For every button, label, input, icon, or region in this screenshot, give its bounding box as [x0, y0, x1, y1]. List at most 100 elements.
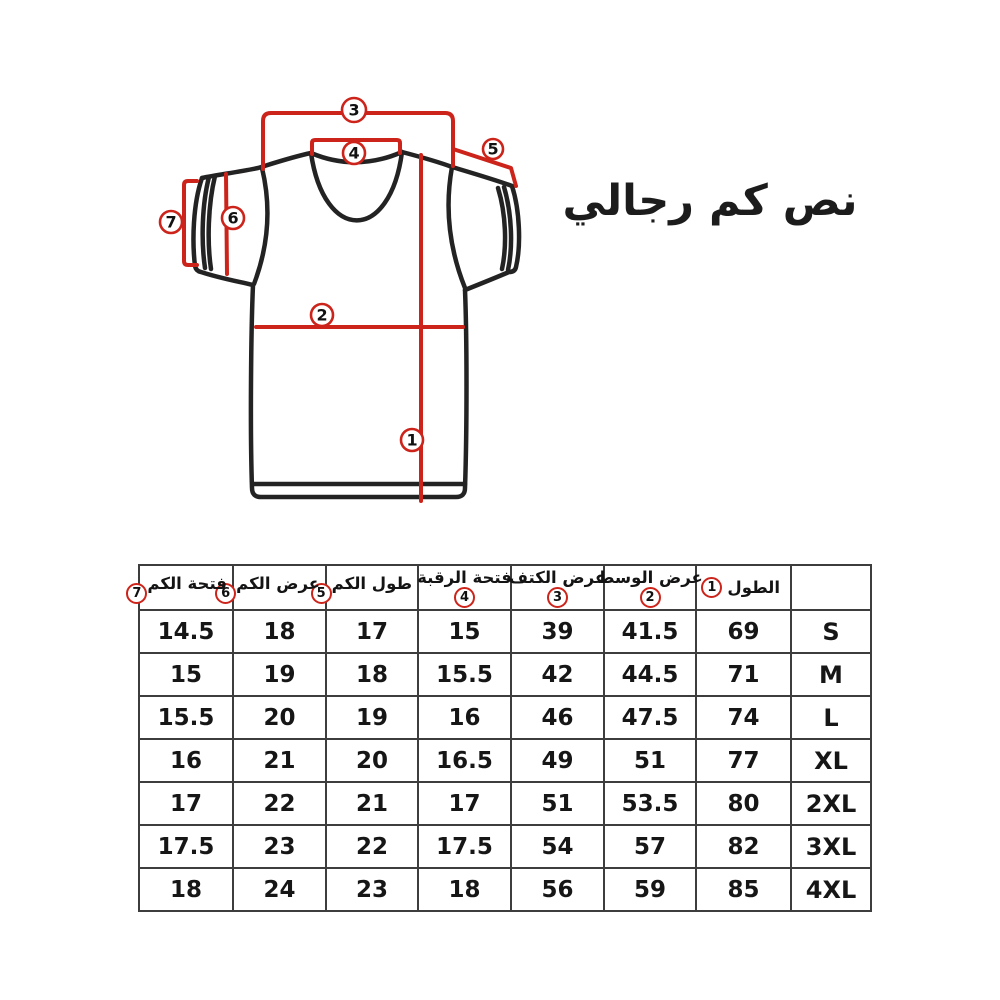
- value-cell: 20: [232, 695, 327, 740]
- value-cell: 17: [417, 781, 512, 826]
- table-row: M 71 44.5 42 15.5 18 19 15: [138, 652, 872, 697]
- value-cell: 15.5: [417, 652, 512, 697]
- table-row: L 74 47.5 46 16 19 20 15.5: [138, 695, 872, 740]
- value-cell: 16: [138, 738, 234, 783]
- tshirt-measurement-diagram: 1 2 3 4 5 6 7: [158, 96, 522, 503]
- value-cell: 18: [138, 867, 234, 912]
- value-cell: 77: [695, 738, 792, 783]
- column-header-3: عرض الكتف 3: [508, 564, 607, 611]
- column-label: فتحة الرقبة: [417, 567, 512, 587]
- value-cell: 24: [232, 867, 327, 912]
- table-row: 4XL 85 59 56 18 23 24 18: [138, 867, 872, 912]
- page-title: نص كم رجالي: [562, 176, 858, 226]
- value-cell: 17.5: [417, 824, 512, 869]
- value-cell: 15: [417, 609, 512, 654]
- value-cell: 22: [325, 824, 419, 869]
- column-measure-badge: 6: [215, 583, 237, 604]
- value-cell: 19: [232, 652, 327, 697]
- measure-badges: 1 2 3 4 5 6 7: [158, 96, 505, 453]
- value-cell: 51: [603, 738, 697, 783]
- column-label: فتحة الكم: [147, 573, 227, 593]
- table-row: S 69 41.5 39 15 17 18 14.5: [138, 609, 872, 654]
- value-cell: 47.5: [603, 695, 697, 740]
- value-cell: 21: [232, 738, 327, 783]
- value-cell: 20: [325, 738, 419, 783]
- column-measure-badge: 1: [701, 577, 723, 598]
- value-cell: 80: [695, 781, 792, 826]
- size-table-body: S 69 41.5 39 15 17 18 14.5 M 71 44.5 42 15.5 18 19 15 L 7…: [138, 609, 872, 912]
- value-cell: 85: [695, 867, 792, 912]
- column-measure-badge: 5: [310, 583, 332, 604]
- measure-line-sleeve-length: [451, 147, 518, 188]
- value-cell: 23: [325, 867, 419, 912]
- size-cell: S: [790, 609, 872, 654]
- value-cell: 39: [510, 609, 605, 654]
- column-measure-badge: 7: [126, 583, 148, 604]
- measure-badge-6: 6: [220, 205, 246, 231]
- value-cell: 54: [510, 824, 605, 869]
- svg-text:4: 4: [348, 144, 359, 163]
- value-cell: 18: [232, 609, 327, 654]
- table-row: XL 77 51 49 16.5 20 21 16: [138, 738, 872, 783]
- value-cell: 15.5: [138, 695, 234, 740]
- value-cell: 69: [695, 609, 792, 654]
- value-cell: 56: [510, 867, 605, 912]
- measure-line-neck-opening: [310, 138, 402, 156]
- column-header-2: عرض الوسط 2: [597, 564, 703, 611]
- tshirt-outline: [191, 149, 522, 500]
- size-cell: L: [790, 695, 872, 740]
- value-cell: 21: [325, 781, 419, 826]
- value-cell: 17: [325, 609, 419, 654]
- column-label: عرض الكم: [236, 573, 320, 593]
- value-cell: 18: [417, 867, 512, 912]
- value-cell: 57: [603, 824, 697, 869]
- column-measure-badge: 4: [454, 587, 475, 609]
- column-header-6: عرض الكم 6: [215, 564, 327, 611]
- size-cell: 2XL: [790, 781, 872, 826]
- value-cell: 41.5: [603, 609, 697, 654]
- svg-text:6: 6: [227, 209, 238, 228]
- value-cell: 53.5: [603, 781, 697, 826]
- value-cell: 59: [603, 867, 697, 912]
- column-header-size: [790, 564, 872, 611]
- value-cell: 74: [695, 695, 792, 740]
- value-cell: 17: [138, 781, 234, 826]
- measure-badge-5: 5: [481, 137, 505, 161]
- value-cell: 18: [325, 652, 419, 697]
- size-cell: M: [790, 652, 872, 697]
- table-row: 3XL 82 57 54 17.5 22 23 17.5: [138, 824, 872, 869]
- column-measure-badge: 2: [639, 587, 661, 609]
- value-cell: 82: [695, 824, 792, 869]
- column-label: عرض الوسط: [597, 567, 703, 587]
- value-cell: 19: [325, 695, 419, 740]
- column-label: طول الكم: [331, 573, 412, 593]
- value-cell: 42: [510, 652, 605, 697]
- value-cell: 71: [695, 652, 792, 697]
- size-cell: XL: [790, 738, 872, 783]
- value-cell: 16: [417, 695, 512, 740]
- column-header-5: طول الكم 5: [310, 564, 419, 611]
- size-cell: 3XL: [790, 824, 872, 869]
- svg-text:2: 2: [316, 306, 327, 325]
- measure-line-sleeve-opening: [182, 179, 199, 267]
- value-cell: 16.5: [417, 738, 512, 783]
- measure-badge-3: 3: [340, 96, 368, 124]
- measure-badge-1: 1: [399, 427, 425, 453]
- value-cell: 15: [138, 652, 234, 697]
- svg-text:5: 5: [487, 140, 498, 159]
- size-table: الطول 1 عرض الوسط 2 عرض الكتف 3 فتحة الرقبة 4 طو…: [126, 564, 872, 912]
- column-measure-badge: 3: [547, 587, 568, 609]
- value-cell: 51: [510, 781, 605, 826]
- column-header-7: فتحة الكم 7: [126, 564, 234, 611]
- column-header-4: فتحة الرقبة 4: [417, 564, 512, 611]
- measure-badge-4: 4: [341, 140, 367, 166]
- svg-text:3: 3: [348, 101, 359, 120]
- size-table-header-row: الطول 1 عرض الوسط 2 عرض الكتف 3 فتحة الرقبة 4 طو…: [126, 564, 872, 611]
- value-cell: 46: [510, 695, 605, 740]
- size-cell: 4XL: [790, 867, 872, 912]
- measure-badge-2: 2: [309, 302, 335, 328]
- column-label: عرض الكتف: [508, 567, 607, 587]
- measure-badge-7: 7: [158, 209, 184, 235]
- value-cell: 23: [232, 824, 327, 869]
